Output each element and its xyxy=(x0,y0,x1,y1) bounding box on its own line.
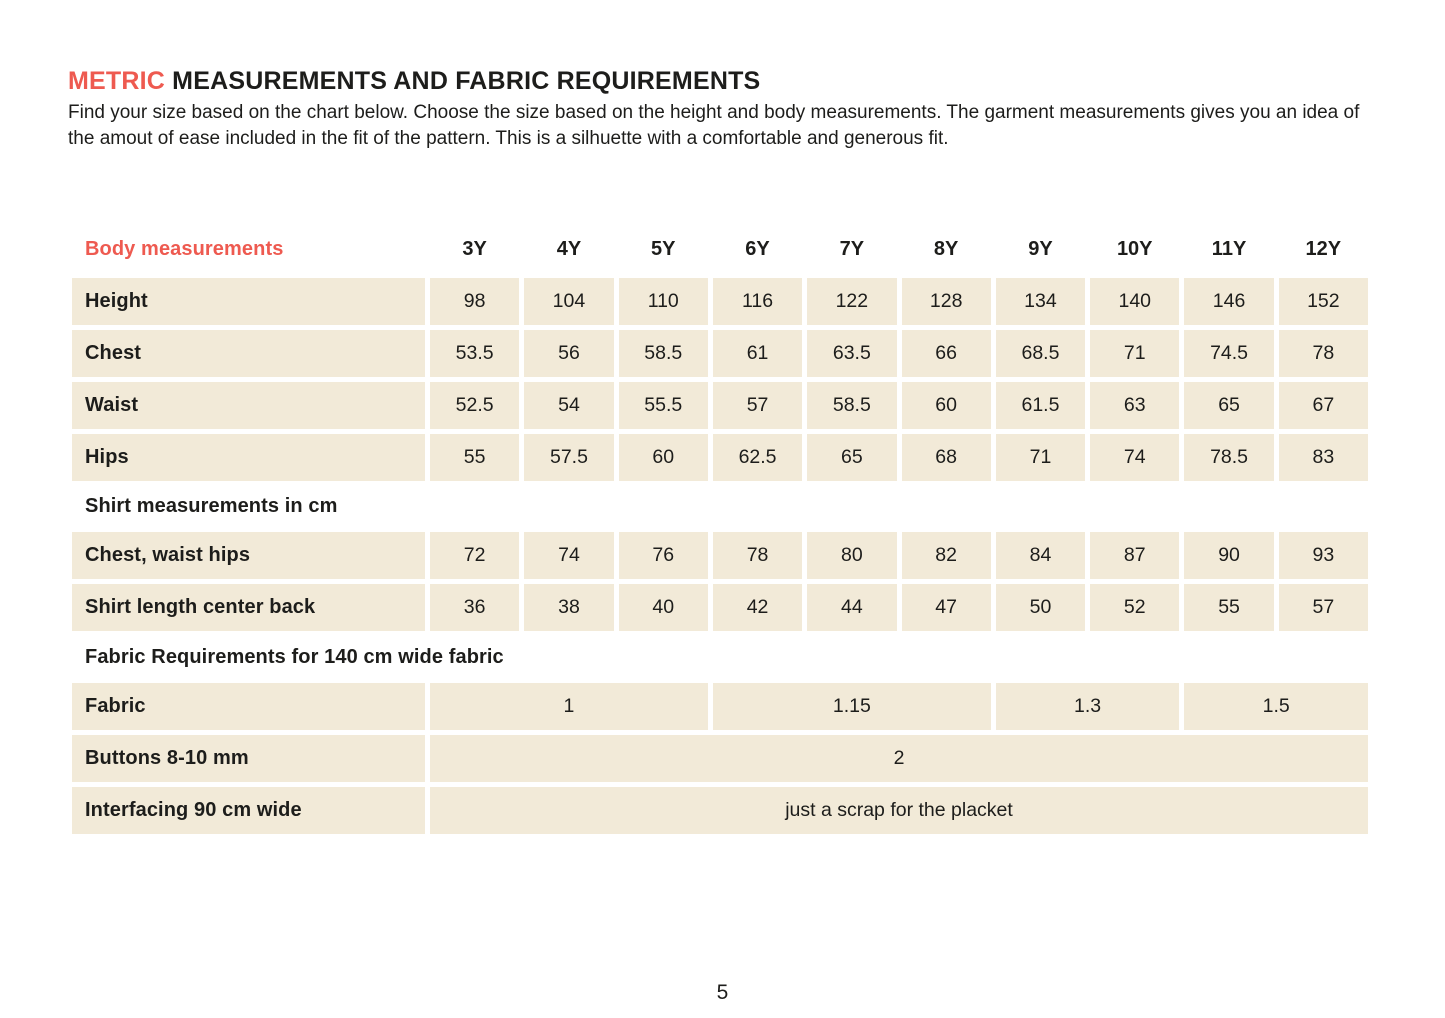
value-cell: 44 xyxy=(807,584,897,631)
value-cell: 72 xyxy=(430,532,520,579)
value-cell: 152 xyxy=(1278,278,1368,325)
size-column-header: 6Y xyxy=(745,238,770,260)
value-cell: 71 xyxy=(995,434,1086,481)
value-cell: 67 xyxy=(1278,382,1368,429)
value-cell: 53.5 xyxy=(430,330,520,377)
value-cell: 60 xyxy=(901,382,991,429)
value-cell: 47 xyxy=(901,584,991,631)
value-cell: 50 xyxy=(995,584,1086,631)
value-cell: 55 xyxy=(430,434,520,481)
value-cell: 71 xyxy=(1090,330,1180,377)
value-cell: 83 xyxy=(1278,434,1368,481)
row-label: Chest, waist hips xyxy=(72,532,425,579)
value-cell: 65 xyxy=(1184,382,1274,429)
value-cell: 90 xyxy=(1184,532,1274,579)
value-cell: 63 xyxy=(1090,382,1180,429)
row-label: Shirt length center back xyxy=(72,584,425,631)
value-cell: 52 xyxy=(1090,584,1180,631)
value-cell: 55.5 xyxy=(618,382,708,429)
value-cell: 52.5 xyxy=(430,382,520,429)
value-cell: 38 xyxy=(524,584,614,631)
interfacing-value-cell: just a scrap for the placket xyxy=(430,787,1368,834)
size-column-header: 9Y xyxy=(1028,238,1053,260)
value-cell: 74 xyxy=(1090,434,1180,481)
intro-paragraph: Find your size based on the chart below.… xyxy=(68,102,1360,149)
value-cell: 146 xyxy=(1184,278,1274,325)
value-cell: 40 xyxy=(618,584,708,631)
value-cell: 42 xyxy=(712,584,803,631)
value-cell: 55 xyxy=(1184,584,1274,631)
size-column-header: 5Y xyxy=(651,238,676,260)
value-cell: 63.5 xyxy=(807,330,897,377)
value-cell: 76 xyxy=(618,532,708,579)
value-cell: 65 xyxy=(807,434,897,481)
value-cell: 80 xyxy=(807,532,897,579)
page-title: METRIC MEASUREMENTS AND FABRIC REQUIREME… xyxy=(68,66,1377,96)
value-cell: 74 xyxy=(524,532,614,579)
row-label: Waist xyxy=(72,382,425,429)
size-column-header: 10Y xyxy=(1116,238,1153,260)
value-cell: 134 xyxy=(995,278,1086,325)
row-label: Fabric xyxy=(72,683,425,730)
value-cell: 78 xyxy=(1278,330,1368,377)
size-column-header: 11Y xyxy=(1211,238,1247,260)
row-label: Height xyxy=(72,278,425,325)
row-label: Buttons 8-10 mm xyxy=(72,735,425,782)
value-cell: 68 xyxy=(901,434,991,481)
value-cell: 93 xyxy=(1278,532,1368,579)
row-label: Hips xyxy=(72,434,425,481)
value-cell: 82 xyxy=(901,532,991,579)
value-cell: 60 xyxy=(618,434,708,481)
value-cell: 58.5 xyxy=(807,382,897,429)
value-cell: 57 xyxy=(1278,584,1368,631)
size-column-header: 4Y xyxy=(556,238,582,260)
fabric-section-label: Fabric Requirements for 140 cm wide fabr… xyxy=(85,645,504,668)
value-cell: 54 xyxy=(524,382,614,429)
fabric-value-cell: 1 xyxy=(430,683,708,730)
value-cell: 78.5 xyxy=(1184,434,1274,481)
value-cell: 104 xyxy=(524,278,614,325)
value-cell: 84 xyxy=(995,532,1086,579)
value-cell: 57.5 xyxy=(524,434,614,481)
size-column-header: 3Y xyxy=(462,238,487,260)
size-chart-table: Body measurements 3Y 4Y 5Y 6Y 7Y 8Y 9Y 10Y 11Y 12Y… xyxy=(72,226,1368,834)
size-column-header: 7Y xyxy=(839,238,865,260)
value-cell: 68.5 xyxy=(995,330,1086,377)
value-cell: 128 xyxy=(901,278,991,325)
size-column-header: 12Y xyxy=(1305,238,1342,260)
value-cell: 116 xyxy=(712,278,803,325)
row-label: Chest xyxy=(72,330,425,377)
value-cell: 122 xyxy=(807,278,897,325)
page-title-highlight: METRIC xyxy=(68,67,166,95)
page-number: 5 xyxy=(716,981,729,1004)
value-cell: 78 xyxy=(712,532,803,579)
value-cell: 36 xyxy=(430,584,520,631)
value-cell: 74.5 xyxy=(1184,330,1274,377)
fabric-value-cell: 1.3 xyxy=(995,683,1180,730)
size-column-header: 8Y xyxy=(933,238,959,260)
value-cell: 110 xyxy=(618,278,708,325)
value-cell: 66 xyxy=(901,330,991,377)
row-label: Interfacing 90 cm wide xyxy=(72,787,425,834)
value-cell: 140 xyxy=(1090,278,1180,325)
value-cell: 58.5 xyxy=(618,330,708,377)
value-cell: 57 xyxy=(712,382,803,429)
table-header-label: Body measurements xyxy=(85,238,284,260)
shirt-section-label: Shirt measurements in cm xyxy=(85,495,338,517)
value-cell: 61 xyxy=(712,330,803,377)
buttons-value-cell: 2 xyxy=(430,735,1368,782)
value-cell: 62.5 xyxy=(712,434,803,481)
page-title-rest: MEASUREMENTS AND FABRIC REQUIREMENTS xyxy=(165,67,761,95)
value-cell: 87 xyxy=(1090,532,1180,579)
fabric-value-cell: 1.15 xyxy=(712,683,991,730)
page-content: METRIC MEASUREMENTS AND FABRIC REQUIREME… xyxy=(68,66,1377,834)
value-cell: 61.5 xyxy=(995,382,1086,429)
value-cell: 98 xyxy=(430,278,520,325)
fabric-value-cell: 1.5 xyxy=(1184,683,1368,730)
value-cell: 56 xyxy=(524,330,614,377)
